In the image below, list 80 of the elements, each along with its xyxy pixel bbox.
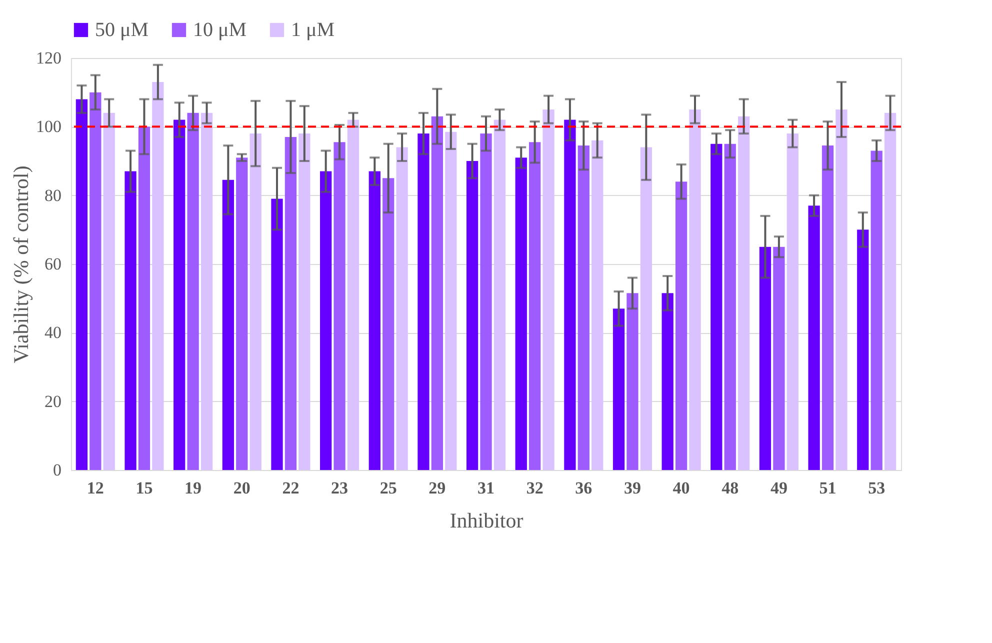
bar (542, 110, 554, 470)
x-tick-label: 40 (672, 478, 690, 498)
bar (578, 146, 590, 470)
bar (662, 293, 674, 470)
x-tick-label: 53 (868, 478, 886, 498)
legend-label: 10 μM (193, 19, 247, 41)
x-tick-label: 31 (478, 478, 494, 498)
bar (200, 112, 213, 470)
bar (103, 112, 115, 470)
bar (494, 120, 506, 470)
bar (298, 134, 310, 470)
bar (368, 171, 380, 470)
bar (396, 147, 408, 470)
bar (675, 182, 688, 470)
x-tick-label: 49 (770, 478, 788, 498)
bar (418, 134, 430, 470)
bar (515, 158, 527, 470)
bar (592, 140, 604, 470)
x-tick-label: 29 (428, 478, 446, 498)
x-axis-title: Inhibitor (450, 508, 524, 532)
x-tick-label: 15 (136, 478, 153, 498)
x-tick-label: 22 (282, 478, 300, 498)
bar (284, 136, 297, 470)
x-tick-label: 19 (184, 478, 202, 498)
y-tick-label: 80 (44, 186, 62, 205)
bar (124, 171, 136, 470)
bar (466, 161, 478, 470)
bar (271, 198, 283, 470)
bar (884, 112, 896, 470)
bar (347, 120, 360, 470)
x-tick-label: 23 (331, 478, 348, 498)
bar (640, 147, 652, 470)
x-tick-label: 51 (819, 478, 836, 498)
bar (76, 99, 88, 470)
x-tick-label: 48 (722, 478, 739, 498)
y-tick-label: 120 (36, 48, 62, 68)
legend-label: 1 μM (291, 19, 335, 41)
bar (808, 206, 820, 470)
bar (529, 142, 541, 470)
bar (870, 150, 882, 470)
bar (836, 110, 848, 470)
y-axis-title: Viability (% of control) (9, 166, 33, 364)
bar (382, 178, 394, 470)
y-tick-label: 0 (53, 460, 62, 480)
y-tick-label: 20 (44, 392, 62, 411)
bar (564, 120, 576, 470)
bar (857, 230, 869, 470)
bar (822, 146, 834, 470)
bar (710, 144, 722, 470)
x-tick-label: 20 (233, 478, 250, 498)
bar (320, 171, 332, 470)
bar (250, 134, 262, 470)
y-tick-label: 60 (44, 254, 62, 274)
bar (431, 116, 443, 470)
bar (152, 82, 164, 470)
bar (480, 134, 492, 470)
bar (222, 180, 234, 470)
x-tick-label: 12 (86, 478, 104, 498)
bar (773, 246, 785, 470)
bar (759, 246, 772, 470)
bar (689, 110, 701, 470)
bar (334, 142, 346, 470)
bar (626, 293, 638, 470)
legend-label: 50 μM (95, 19, 149, 41)
bar (174, 120, 186, 470)
bar (612, 308, 625, 470)
bar (738, 116, 750, 470)
x-tick-label: 25 (380, 478, 397, 498)
bar (724, 144, 736, 470)
bar (187, 112, 199, 470)
bar (445, 132, 457, 470)
y-tick-label: 40 (44, 323, 62, 342)
x-tick-label: 36 (575, 478, 592, 498)
x-tick-label: 32 (526, 478, 544, 498)
y-tick-label: 100 (36, 117, 62, 136)
bar (138, 126, 150, 470)
bar (90, 92, 102, 470)
bar (236, 158, 248, 470)
x-tick-label: 39 (624, 478, 641, 498)
bar (786, 134, 798, 470)
